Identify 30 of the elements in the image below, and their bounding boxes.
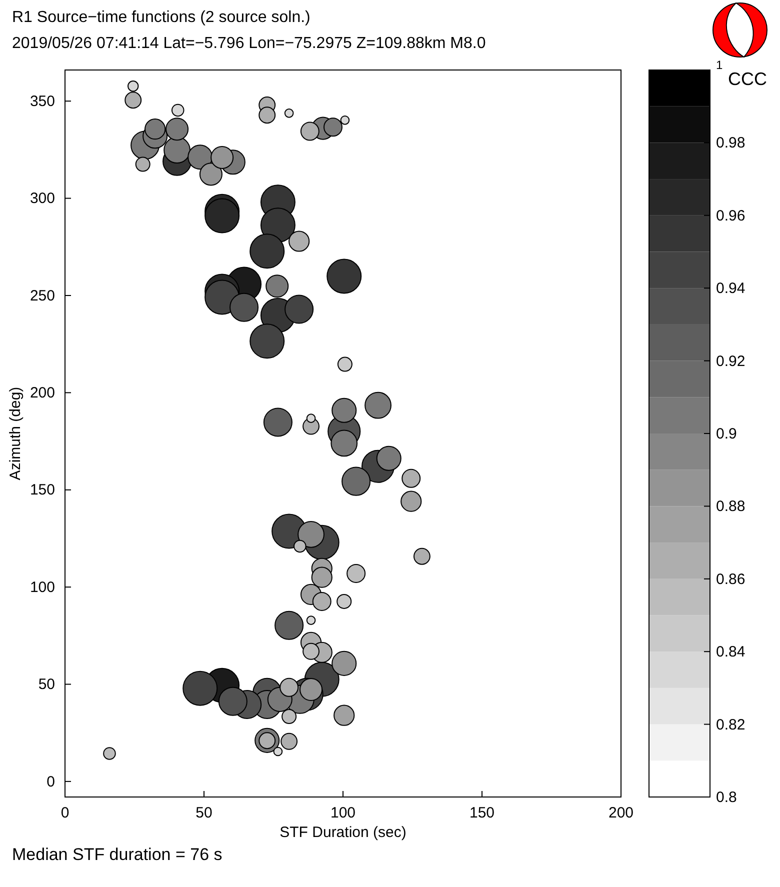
x-tick-label: 50 bbox=[196, 804, 212, 822]
y-tick-label: 150 bbox=[30, 482, 55, 499]
color-bar-label: 0.8 bbox=[716, 789, 737, 806]
y-tick-label: 250 bbox=[30, 287, 55, 304]
color-bar-label: 0.84 bbox=[716, 644, 746, 661]
y-tick-label: 0 bbox=[46, 773, 55, 790]
color-bar-label: 0.88 bbox=[716, 498, 746, 516]
color-bar-label: 1 bbox=[716, 58, 723, 72]
y-tick-label: 50 bbox=[38, 676, 55, 694]
color-bar-title: CCC bbox=[728, 69, 767, 89]
y-tick-label: 350 bbox=[30, 92, 55, 110]
chart-subtitle: 2019/05/26 07:41:14 Lat=−5.796 Lon=−75.2975 Z=109.88km M8.0 bbox=[12, 35, 486, 52]
y-tick-label: 200 bbox=[30, 384, 55, 402]
color-bar-label: 0.92 bbox=[716, 352, 746, 370]
y-axis-title: Azimuth (deg) bbox=[7, 386, 24, 480]
x-tick-label: 200 bbox=[608, 804, 634, 822]
y-tick-label: 100 bbox=[30, 578, 55, 596]
color-bar-label: 0.98 bbox=[716, 134, 746, 152]
y-tick-label: 300 bbox=[30, 190, 55, 208]
x-tick-label: 100 bbox=[330, 804, 356, 822]
color-bar-label: 0.82 bbox=[716, 716, 746, 734]
x-axis-title: STF Duration (sec) bbox=[280, 824, 406, 841]
text: Median STF duration = 76 s bbox=[12, 845, 222, 864]
color-bar-label: 0.86 bbox=[716, 570, 746, 588]
color-bar-label: 0.96 bbox=[716, 207, 746, 224]
x-tick-label: 0 bbox=[60, 804, 70, 822]
color-bar-label: 0.9 bbox=[716, 426, 737, 442]
color-bar-label: 0.94 bbox=[716, 280, 746, 298]
x-tick-label: 150 bbox=[469, 804, 495, 822]
chart-title: R1 Source−time functions (2 source soln.) bbox=[12, 9, 310, 26]
